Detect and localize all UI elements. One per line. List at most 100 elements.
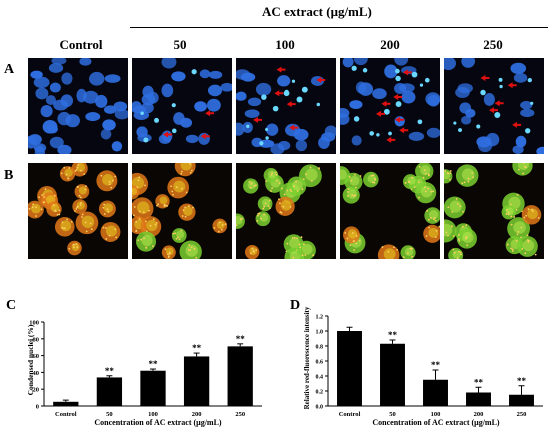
- condensed-nucleus: [395, 101, 402, 108]
- granule: [522, 172, 524, 175]
- nucleus: [180, 117, 193, 128]
- granule: [303, 243, 305, 246]
- condensed-nucleus: [395, 75, 401, 82]
- granule: [167, 253, 169, 256]
- nucleus: [244, 109, 260, 118]
- nucleus: [100, 128, 112, 140]
- granule: [521, 247, 524, 250]
- condensed-nucleus: [259, 141, 264, 146]
- granule: [351, 194, 353, 197]
- granule: [464, 237, 467, 240]
- granule: [103, 213, 106, 215]
- granule: [447, 206, 450, 209]
- granule: [411, 255, 413, 258]
- granule: [402, 256, 405, 259]
- condensed-nucleus: [419, 83, 424, 87]
- cell-highlight: [462, 231, 474, 244]
- condensed-nucleus: [411, 71, 418, 78]
- granule: [286, 242, 289, 245]
- condensed-nucleus: [351, 65, 357, 71]
- cell-highlight: [183, 206, 193, 216]
- cell-highlight: [522, 239, 535, 252]
- cell-highlight: [347, 229, 358, 239]
- granule: [282, 205, 285, 208]
- granule: [253, 184, 256, 187]
- granule: [427, 187, 429, 190]
- granule: [311, 180, 313, 182]
- micrograph-image: [28, 163, 128, 259]
- granule: [110, 186, 113, 189]
- granule: [75, 243, 78, 245]
- granule: [348, 176, 351, 178]
- granule: [84, 188, 87, 191]
- granule: [459, 205, 462, 208]
- granule: [524, 165, 526, 168]
- nucleus: [199, 69, 211, 79]
- nucleus: [483, 93, 495, 106]
- granule: [298, 243, 301, 246]
- granule: [252, 250, 255, 253]
- granule: [112, 179, 114, 182]
- granule: [534, 253, 537, 256]
- granule: [172, 193, 174, 196]
- chart-c-significance: **: [149, 359, 159, 369]
- granule: [75, 208, 78, 210]
- chart-c-x-tick-label: 200: [192, 411, 202, 418]
- cell-highlight: [340, 169, 347, 180]
- granule: [84, 221, 87, 224]
- row-label-b: B: [4, 168, 14, 183]
- condensed-nucleus: [480, 89, 486, 96]
- granule: [289, 188, 292, 191]
- nucleus: [89, 71, 105, 86]
- nucleus: [240, 72, 256, 82]
- nucleus: [30, 70, 43, 79]
- granule: [181, 170, 183, 173]
- granule: [38, 196, 41, 199]
- granule: [472, 176, 475, 179]
- chart-c-significance: **: [105, 366, 115, 376]
- granule: [430, 190, 433, 193]
- granule: [353, 239, 355, 242]
- granule: [152, 218, 155, 221]
- granule: [190, 169, 193, 172]
- granule: [452, 248, 455, 251]
- granule: [513, 216, 516, 218]
- granule: [269, 207, 271, 210]
- nucleus: [510, 62, 527, 74]
- granule: [89, 222, 92, 225]
- granule: [280, 211, 283, 214]
- granule: [393, 246, 395, 249]
- granule: [527, 240, 530, 243]
- nucleus: [295, 139, 308, 152]
- granule: [135, 229, 138, 232]
- chart-c-bar: [53, 401, 79, 406]
- micrograph-image: [132, 58, 232, 154]
- granule: [293, 185, 296, 188]
- granule: [304, 254, 307, 256]
- condensed-nucleus: [316, 102, 321, 107]
- nucleus: [461, 58, 476, 68]
- granule: [351, 231, 354, 234]
- cell-highlight: [461, 168, 475, 181]
- granule: [281, 187, 283, 190]
- granule: [349, 244, 352, 247]
- granule: [102, 206, 105, 209]
- granule: [347, 195, 349, 197]
- granule: [456, 203, 459, 205]
- granule: [524, 252, 527, 255]
- chart-c-significance: **: [192, 343, 202, 353]
- micrograph-image: [340, 58, 440, 154]
- condensed-nucleus: [265, 127, 269, 132]
- granule: [523, 163, 525, 164]
- nucleus: [220, 82, 232, 92]
- granule: [187, 205, 190, 207]
- chart-c-y-tick-label: 20: [33, 387, 40, 394]
- granule: [166, 205, 169, 207]
- granule: [102, 226, 105, 229]
- figure-header: AC extract (μg/mL): [262, 4, 372, 19]
- nucleus: [318, 136, 330, 149]
- chart-d-bar: [423, 379, 448, 406]
- granule: [103, 203, 106, 206]
- granule: [181, 215, 184, 217]
- granule: [248, 180, 251, 183]
